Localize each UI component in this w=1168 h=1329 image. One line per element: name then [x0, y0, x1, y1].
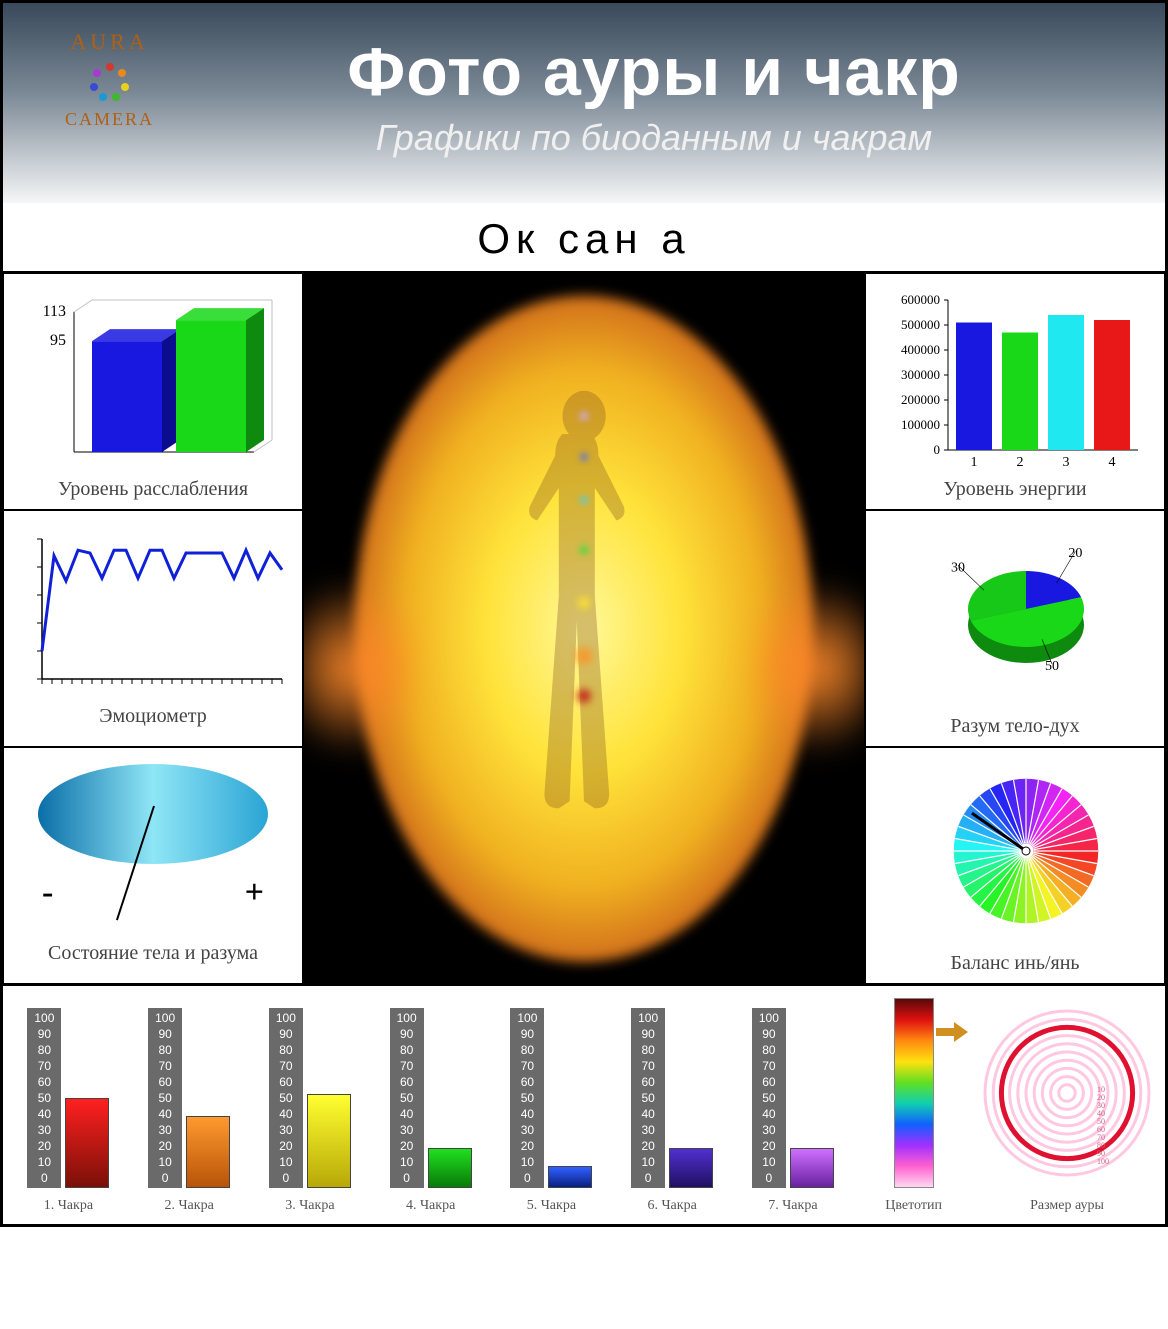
chakra-scale: 1009080706050403020100	[148, 1008, 182, 1188]
aura-center	[303, 273, 865, 984]
chakra-dot	[577, 409, 591, 423]
page-subtitle: Графики по биоданным и чакрам	[143, 117, 1165, 159]
chakra-dot	[571, 643, 597, 669]
svg-text:4: 4	[1109, 455, 1116, 470]
chakra-label: 5. Чакра	[494, 1198, 609, 1214]
chakra-bar	[790, 1148, 834, 1188]
spectrum-bar	[894, 998, 934, 1188]
plus-label: +	[245, 874, 264, 912]
chakra-dot	[577, 543, 591, 557]
body-silhouette-icon	[494, 374, 674, 854]
chakra-bars-row: 10090807060504030201001. Чакра1009080706…	[3, 984, 1165, 1224]
svg-text:300000: 300000	[901, 367, 940, 382]
svg-text:100000: 100000	[901, 417, 940, 432]
chakra-bar	[669, 1148, 713, 1188]
chakra-scale: 1009080706050403020100	[752, 1008, 786, 1188]
chakra-label: 3. Чакра	[253, 1198, 368, 1214]
chakra-bar	[186, 1116, 230, 1188]
spectrum-label: Цветотип	[856, 1198, 971, 1214]
aura-side-glow-right	[754, 558, 865, 778]
chakra-bar	[65, 1098, 109, 1188]
svg-text:200000: 200000	[901, 392, 940, 407]
relaxation-chart: 113 95	[14, 282, 294, 472]
energy-caption: Уровень энергии	[876, 478, 1154, 501]
chakra-dot	[578, 451, 590, 463]
chakra-block: 1009080706050403020100 3. Чакра	[253, 998, 368, 1214]
relaxation-caption: Уровень расслабления	[14, 478, 292, 501]
svg-text:100: 100	[1097, 1157, 1109, 1166]
aura-size-rings: 102030405060708090100	[977, 998, 1157, 1188]
chakra-label: 2. Чакра	[132, 1198, 247, 1214]
chakra-scale: 1009080706050403020100	[390, 1008, 424, 1188]
svg-text:1: 1	[971, 455, 978, 470]
logo-text-bottom: CAMERA	[65, 109, 154, 130]
svg-text:3: 3	[1063, 455, 1070, 470]
relaxation-cell: 113 95 Уровень расслабления	[3, 273, 303, 510]
svg-text:0: 0	[934, 442, 941, 457]
chakra-block: 1009080706050403020100 4. Чакра	[373, 998, 488, 1214]
chakra-block: 1009080706050403020100 5. Чакра	[494, 998, 609, 1214]
mind-body-spirit-cell: 205030 Разум тело-дух	[865, 510, 1165, 747]
chakra-scale: 1009080706050403020100	[269, 1008, 303, 1188]
header-titles: Фото ауры и чакр Графики по биоданным и …	[143, 21, 1165, 159]
svg-text:500000: 500000	[901, 317, 940, 332]
svg-text:30: 30	[951, 560, 965, 575]
body-mind-state-caption: Состояние тела и разума	[14, 942, 292, 965]
svg-text:50: 50	[1045, 659, 1059, 674]
aura-size-label: Размер ауры	[977, 1198, 1157, 1214]
chakra-label: 4. Чакра	[373, 1198, 488, 1214]
charts-grid: 113 95 Уровень расслабления 0 100000 200000…	[3, 271, 1165, 984]
chakra-block: 1009080706050403020100 1. Чакра	[11, 998, 126, 1214]
yin-yang-wheel	[876, 756, 1156, 946]
logo: AURA CAMERA	[65, 29, 154, 130]
svg-text:95: 95	[50, 332, 66, 349]
energy-cell: 0 100000 200000 300000 400000 500000 600000 1 2 3…	[865, 273, 1165, 510]
spectrum-block: Цветотип	[856, 998, 971, 1214]
chakra-bar	[307, 1094, 351, 1188]
mind-body-spirit-chart: 205030	[876, 519, 1156, 709]
emotiometer-cell: Эмоциометр	[3, 510, 303, 747]
chakra-dot	[574, 593, 594, 613]
chakra-block: 1009080706050403020100 2. Чакра	[132, 998, 247, 1214]
chakra-block: 1009080706050403020100 7. Чакра	[736, 998, 851, 1214]
chakra-label: 1. Чакра	[11, 1198, 126, 1214]
chakra-block: 1009080706050403020100 6. Чакра	[615, 998, 730, 1214]
chakra-scale: 1009080706050403020100	[27, 1008, 61, 1188]
emotiometer-chart	[14, 519, 294, 699]
chakra-scale: 1009080706050403020100	[510, 1008, 544, 1188]
page-title: Фото ауры и чакр	[143, 33, 1165, 111]
emotiometer-caption: Эмоциометр	[14, 705, 292, 728]
body-mind-state-cell: - + Состояние тела и разума	[3, 747, 303, 984]
arrow-right-icon	[936, 1022, 970, 1042]
svg-text:2: 2	[1017, 455, 1024, 470]
yin-yang-cell: Баланс инь/янь	[865, 747, 1165, 984]
svg-text:600000: 600000	[901, 292, 940, 307]
energy-chart: 0 100000 200000 300000 400000 500000 600000 1 2 3…	[876, 282, 1156, 472]
svg-text:113: 113	[43, 303, 66, 320]
mind-body-spirit-caption: Разум тело-дух	[876, 715, 1154, 738]
chakra-dot	[573, 685, 595, 707]
page: AURA CAMERA Фото ауры и чакр Графики по …	[0, 0, 1168, 1227]
chakra-label: 6. Чакра	[615, 1198, 730, 1214]
chakra-bar	[428, 1148, 472, 1188]
person-name: Ок сан а	[3, 203, 1165, 271]
chakra-label: 7. Чакра	[736, 1198, 851, 1214]
chakra-dot	[578, 494, 590, 506]
svg-text:400000: 400000	[901, 342, 940, 357]
minus-label: -	[42, 874, 53, 912]
header: AURA CAMERA Фото ауры и чакр Графики по …	[3, 3, 1165, 203]
logo-dots-icon	[88, 61, 132, 105]
logo-text-top: AURA	[65, 29, 154, 55]
body-mind-state-graphic: - +	[14, 756, 292, 936]
chakra-bar	[548, 1166, 592, 1188]
yin-yang-caption: Баланс инь/янь	[876, 952, 1154, 975]
aura-size-block: 102030405060708090100 Размер ауры	[977, 998, 1157, 1214]
chakra-scale: 1009080706050403020100	[631, 1008, 665, 1188]
